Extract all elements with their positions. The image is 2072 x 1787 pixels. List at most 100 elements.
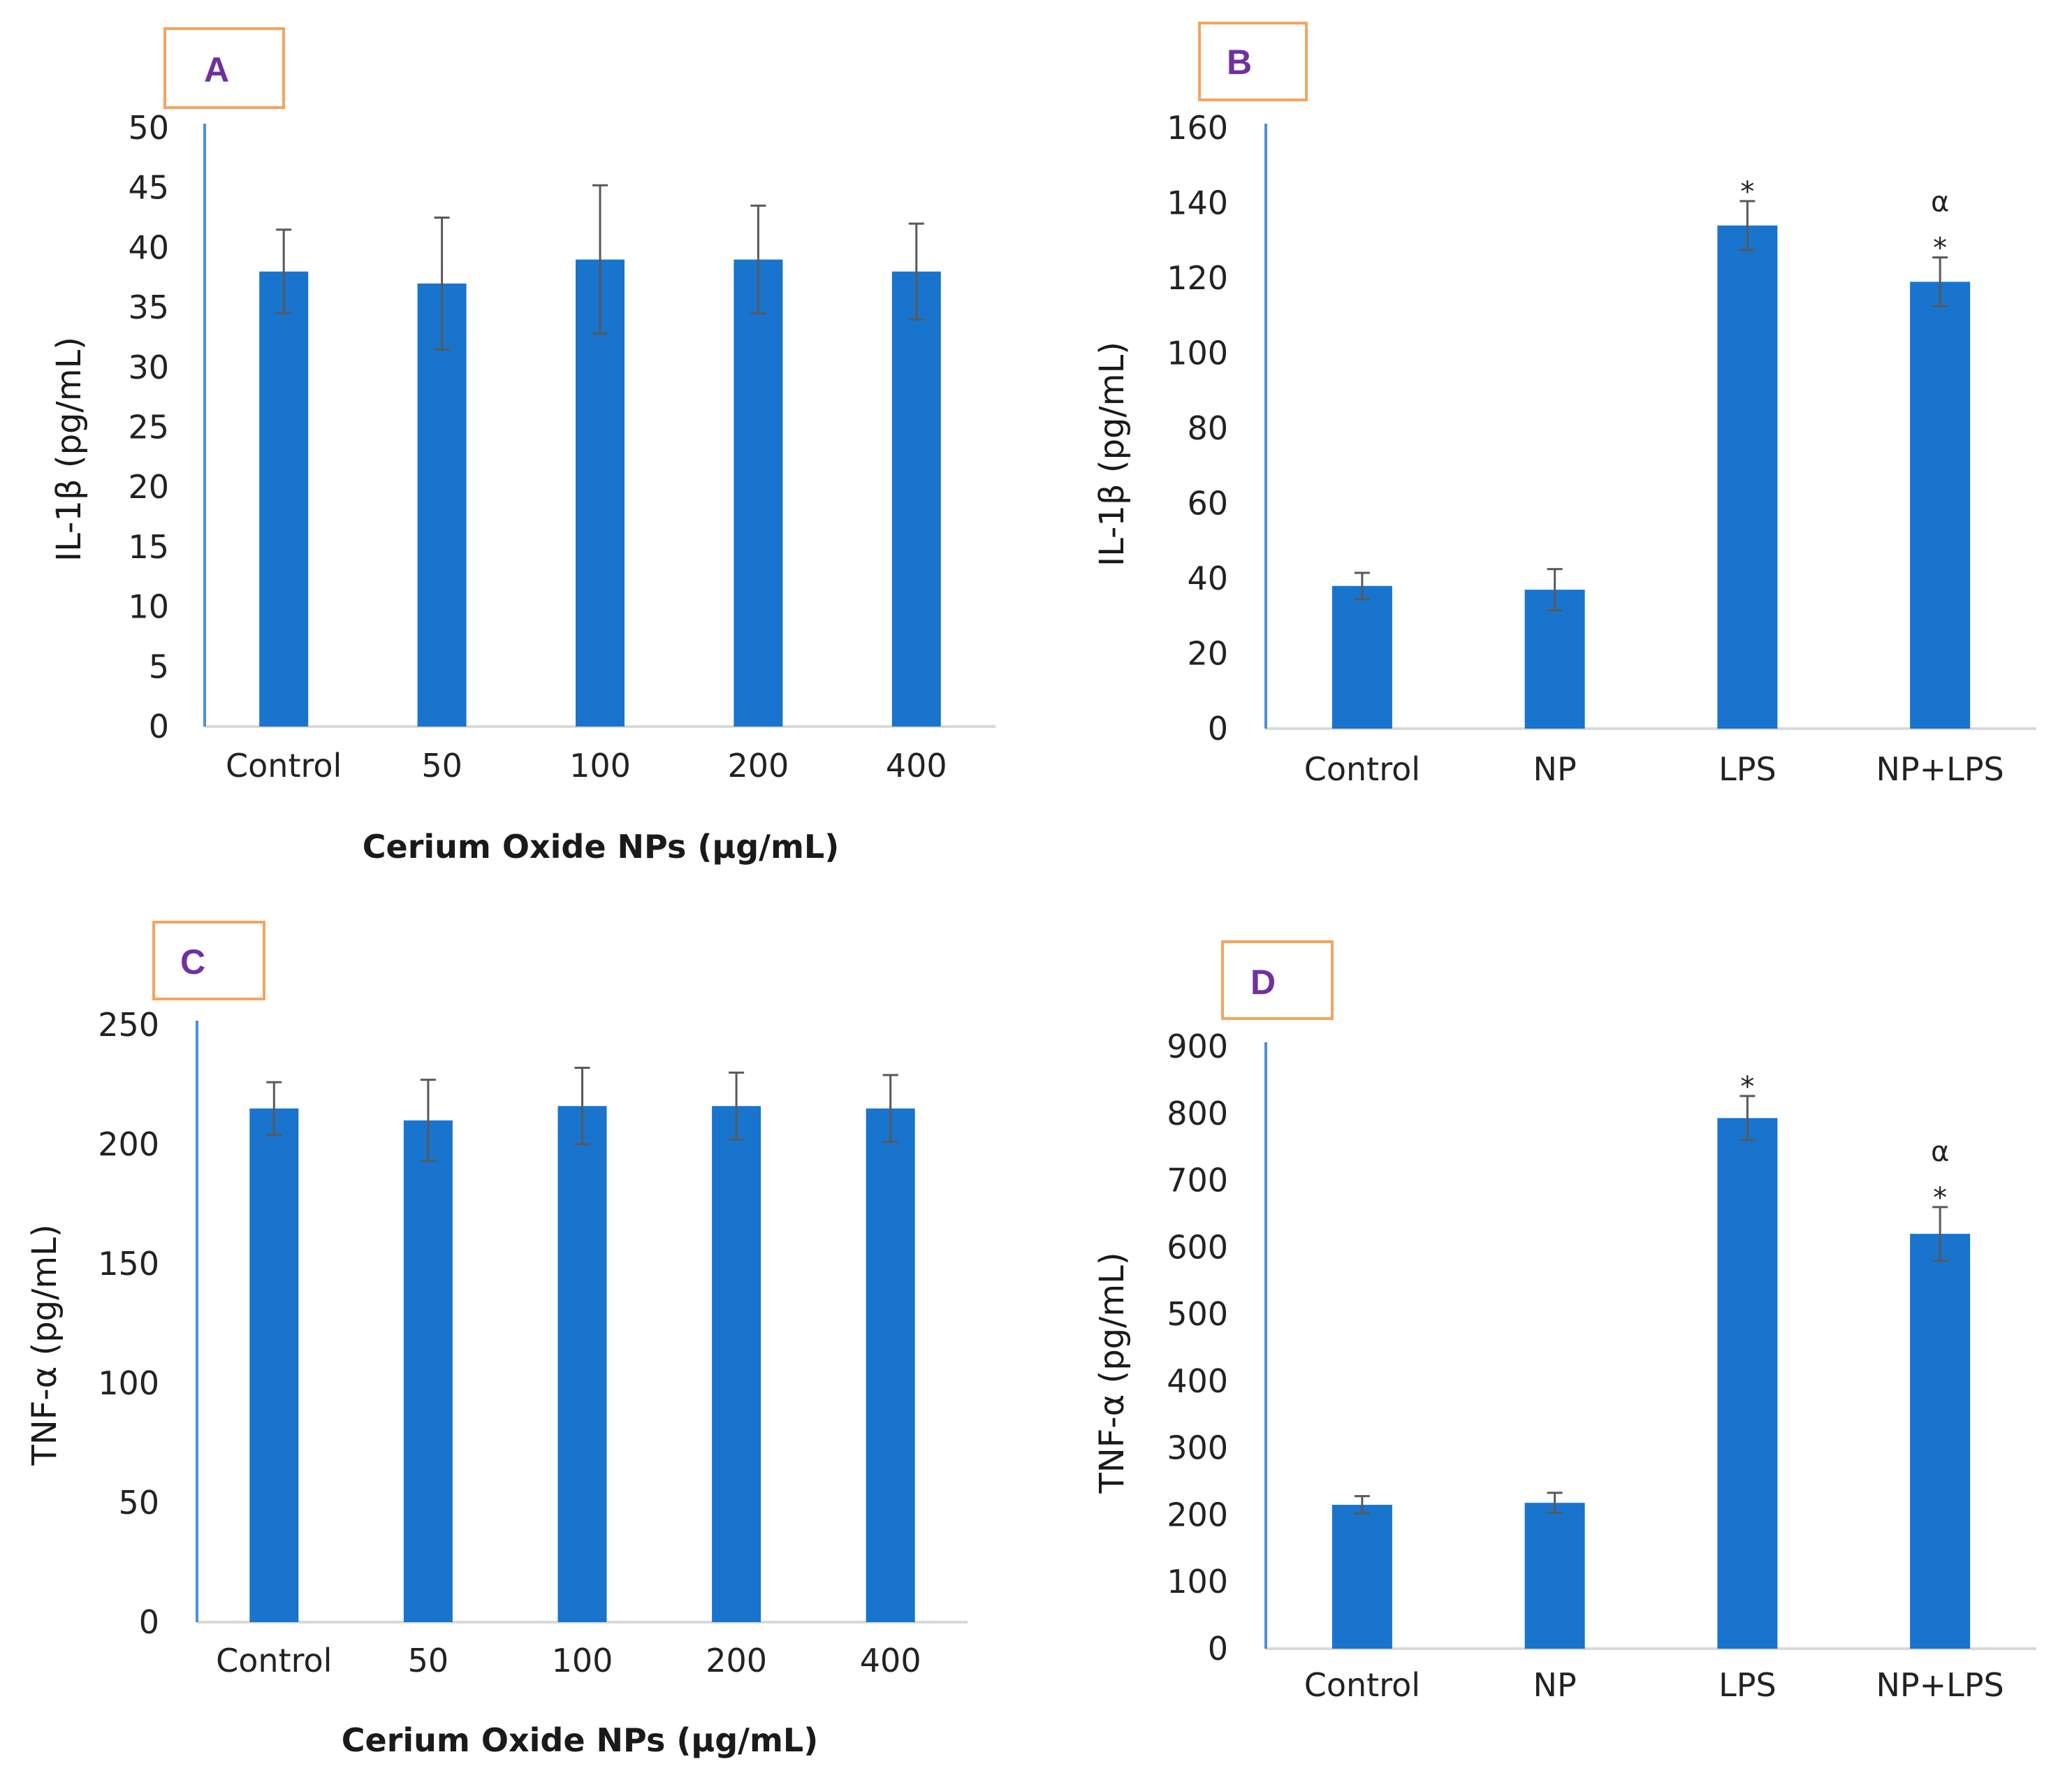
panel-b-y-tick-label: 60	[1187, 485, 1228, 523]
panel-b-y-axis-title: IL-1β (pg/mL)	[1093, 342, 1132, 567]
panel-c-x-tick-label: 50	[408, 1642, 449, 1679]
panel-d-y-tick-label: 400	[1167, 1362, 1228, 1400]
panel-b-x-tick-label: NP+LPS	[1876, 750, 2004, 788]
panel-a-x-tick-label: 200	[727, 747, 789, 785]
panel-d-x-tick-label: NP+LPS	[1876, 1666, 2004, 1704]
panel-a-bar	[576, 259, 625, 727]
panel-a-y-tick-label: 25	[128, 409, 169, 446]
panel-c-bar	[249, 1108, 299, 1622]
panel-d-x-tick-label: Control	[1304, 1666, 1420, 1704]
panel-a-x-tick-label: 50	[421, 747, 462, 785]
panel-b-significance-alpha: α	[1931, 186, 1949, 218]
panel-d-error-bar	[1547, 1491, 1563, 1515]
panel-d-y-tick-label: 600	[1167, 1228, 1228, 1266]
panel-b-x-tick-label: LPS	[1719, 750, 1776, 788]
panel-a: A IL-1β (pg/mL) Cerium Oxide NPs (μg/mL)…	[50, 27, 995, 866]
panel-b-y-tick-label: 120	[1167, 259, 1228, 297]
panel-c-x-axis-title: Cerium Oxide NPs (μg/mL)	[342, 1721, 818, 1759]
panel-b-error-bar	[1739, 200, 1756, 251]
panel-c-error-bar	[420, 1079, 436, 1162]
panel-c-y-tick-label: 100	[98, 1364, 159, 1402]
panel-c-bar	[403, 1120, 453, 1622]
panel-b-label: B	[1227, 43, 1252, 82]
panel-b-bar	[1332, 585, 1392, 729]
panel-c-y-tick-label: 50	[118, 1484, 159, 1522]
panel-a-y-tick-label: 15	[128, 528, 169, 566]
panel-c-x-tick-label: 400	[860, 1642, 921, 1679]
panel-d-y-tick-label: 800	[1167, 1095, 1228, 1132]
panel-c-x-tick-label: Control	[216, 1642, 332, 1679]
panel-c-x-tick-label: 100	[552, 1642, 613, 1679]
panel-b-y-tick-label: 80	[1187, 409, 1228, 447]
panel-a-y-tick-label: 20	[128, 468, 169, 506]
panel-b: B IL-1β (pg/mL) 0 20 40 60 80 100 120 140 160 Con…	[1093, 22, 2036, 788]
panel-a-error-bar	[750, 204, 766, 315]
panel-a-bar	[259, 271, 309, 727]
panel-a-y-tick-label: 30	[128, 349, 169, 386]
panel-b-y-tick-label: 100	[1167, 335, 1228, 372]
panel-b-significance-star: *	[1740, 176, 1754, 208]
panel-d-significance-star: *	[1740, 1071, 1754, 1103]
panel-c-y-axis-title: TNF-α (pg/mL)	[25, 1224, 64, 1466]
panel-d-y-tick-label: 700	[1167, 1162, 1228, 1199]
panel-a-y-tick-label: 40	[128, 228, 169, 266]
panel-c-error-bar	[266, 1081, 282, 1136]
panel-a-y-tick-label: 50	[128, 109, 169, 147]
panel-d-y-tick-label: 100	[1167, 1563, 1228, 1600]
panel-b-bar	[1524, 590, 1585, 729]
panel-b-bar	[1910, 282, 1971, 729]
panel-d-error-bar	[1354, 1495, 1370, 1515]
panel-c-label-box	[152, 921, 265, 1000]
panel-a-error-bar	[908, 222, 924, 321]
panel-a-error-bar	[434, 217, 450, 351]
panel-b-bar	[1717, 225, 1778, 729]
panel-d-error-bar	[1739, 1095, 1756, 1142]
panel-a-label: A	[204, 50, 229, 89]
panel-d: D TNF-α (pg/mL) 0 100 200 300 400 500 600 700 80…	[1093, 940, 2036, 1704]
panel-b-error-bar	[1354, 571, 1370, 601]
panel-a-x-tick-label: 100	[569, 747, 631, 785]
panel-d-y-tick-label: 200	[1167, 1496, 1228, 1533]
panel-c-error-bar	[574, 1067, 590, 1146]
panel-a-y-tick-label: 0	[149, 708, 169, 745]
panel-a-y-tick-label: 45	[128, 169, 169, 207]
panel-d-y-tick-label: 0	[1208, 1630, 1228, 1668]
panel-a-x-tick-label: Control	[226, 747, 342, 785]
panel-c-x-tick-label: 200	[706, 1642, 767, 1679]
panel-d-bar	[1910, 1234, 1971, 1649]
panel-a-error-bar	[592, 184, 608, 335]
panel-b-label-box	[1198, 22, 1308, 101]
panel-d-y-tick-label: 300	[1167, 1429, 1228, 1467]
panel-c-error-bar	[882, 1074, 898, 1144]
panel-a-error-bar	[276, 228, 292, 315]
panel-a-x-axis-title: Cerium Oxide NPs (μg/mL)	[363, 828, 839, 866]
panel-c: C TNF-α (pg/mL) Cerium Oxide NPs (μg/mL)…	[25, 921, 968, 1759]
panel-a-bar	[891, 271, 941, 727]
panel-b-error-bar	[1547, 568, 1563, 612]
panel-b-x-tick-label: Control	[1304, 750, 1420, 788]
panel-d-label-box	[1221, 940, 1334, 1020]
panel-a-x-tick-label: 400	[886, 747, 947, 785]
panel-d-significance-alpha: α	[1931, 1136, 1949, 1168]
panel-b-significance-star: *	[1933, 232, 1947, 264]
panel-c-y-tick-label: 200	[98, 1125, 159, 1163]
panel-d-label: D	[1250, 963, 1276, 1002]
panel-d-y-axis-title: TNF-α (pg/mL)	[1093, 1252, 1132, 1494]
panel-d-bar	[1717, 1118, 1778, 1649]
panel-a-y-tick-label: 5	[149, 648, 169, 685]
panel-d-bar	[1524, 1503, 1585, 1649]
panel-c-y-tick-label: 0	[139, 1603, 159, 1641]
panel-c-error-bar	[729, 1071, 745, 1141]
panel-c-bar	[866, 1108, 915, 1622]
panel-b-error-bar	[1932, 256, 1948, 307]
panel-b-y-tick-label: 0	[1208, 710, 1228, 747]
panel-c-label: C	[180, 942, 205, 982]
panel-d-significance-star: *	[1933, 1182, 1947, 1214]
panel-b-y-tick-label: 40	[1187, 560, 1228, 597]
panel-d-bar	[1332, 1505, 1392, 1649]
panel-b-y-tick-label: 160	[1167, 109, 1228, 147]
panel-d-y-tick-label: 900	[1167, 1028, 1228, 1065]
panel-d-y-tick-label: 500	[1167, 1295, 1228, 1333]
panel-c-y-tick-label: 250	[98, 1006, 159, 1044]
panel-a-y-tick-label: 35	[128, 289, 169, 326]
